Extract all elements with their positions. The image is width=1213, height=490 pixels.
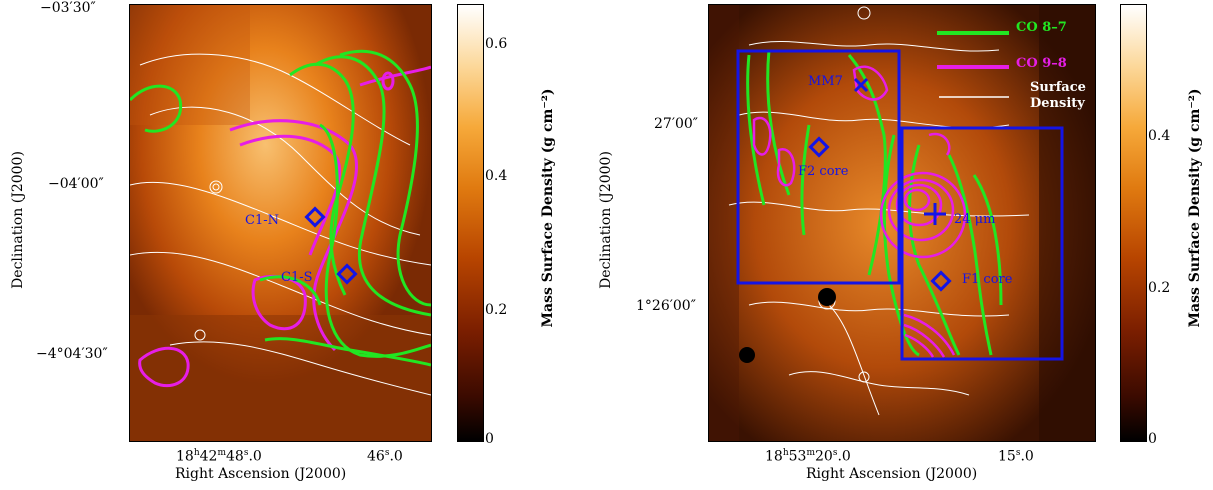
left-dec-tick: −4°04′30″ [36, 346, 108, 362]
legend-surface: Surface [1030, 80, 1086, 95]
left-x-axis-title: Right Ascension (J2000) [175, 466, 347, 482]
left-y-axis-title: Declination (J2000) [10, 151, 26, 289]
source-label-c1s: C1-S [281, 270, 313, 285]
right-dec-tick: 27′00″ [654, 116, 699, 132]
right-colorbar-tick: 0.2 [1148, 280, 1171, 296]
right-colorbar-tick: 0.4 [1148, 128, 1171, 144]
right-colorbar [1120, 4, 1147, 442]
source-label-mm7: MM7 [808, 74, 843, 89]
right-colorbar-title: Mass Surface Density (g cm⁻²) [1187, 88, 1203, 328]
legend-density: Density [1030, 96, 1085, 111]
left-map-image [129, 4, 432, 442]
source-label-c1n: C1-N [245, 213, 279, 228]
left-ra-tick: 46s.0 [367, 448, 403, 465]
right-ra-tick: 18h53m20s.0 [765, 448, 851, 465]
source-label-24um: 24 μm [954, 212, 996, 227]
left-colorbar-tick: 0.2 [485, 302, 508, 318]
source-label-f2-core: F2 core [798, 164, 849, 179]
right-map-image [708, 4, 1096, 442]
left-colorbar-tick: 0.4 [485, 168, 508, 184]
left-dec-tick: −03′30″ [40, 0, 96, 16]
left-colorbar-tick: 0 [485, 431, 494, 447]
right-x-axis-title: Right Ascension (J2000) [806, 466, 978, 482]
left-colorbar [457, 4, 484, 442]
right-y-axis-title: Declination (J2000) [598, 151, 614, 289]
right-colorbar-tick: 0 [1148, 431, 1157, 447]
legend-co87: CO 8–7 [1016, 20, 1067, 35]
source-label-f1-core: F1 core [962, 272, 1013, 287]
left-dec-tick: −04′00″ [48, 176, 104, 192]
right-ra-tick: 15s.0 [998, 448, 1034, 465]
left-colorbar-title: Mass Surface Density (g cm⁻²) [540, 88, 556, 328]
legend-co98: CO 9–8 [1016, 56, 1067, 71]
left-colorbar-tick: 0.6 [485, 36, 508, 52]
left-ra-tick: 18h42m48s.0 [176, 448, 262, 465]
right-dec-tick: 1°26′00″ [636, 298, 696, 314]
